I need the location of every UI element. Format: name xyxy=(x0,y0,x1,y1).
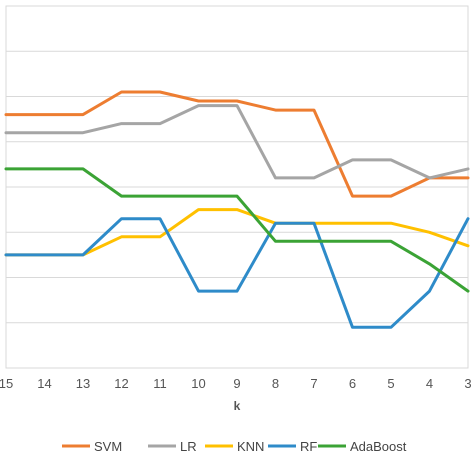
series-line-rf xyxy=(4,217,470,329)
legend-label-rf: RF xyxy=(300,439,317,454)
x-tick-label: 13 xyxy=(76,376,90,391)
x-tick-label: 14 xyxy=(37,376,51,391)
series-line-svm xyxy=(4,90,470,198)
series-line-lr xyxy=(4,104,470,180)
legend: SVM LR KNN RF AdaBoost xyxy=(62,439,407,454)
x-tick-label: 10 xyxy=(191,376,205,391)
x-tick-label: 12 xyxy=(114,376,128,391)
x-tick-label: 15 xyxy=(0,376,13,391)
legend-label-knn: KNN xyxy=(237,439,264,454)
x-tick-label: 8 xyxy=(272,376,279,391)
series-lines xyxy=(4,90,470,329)
x-tick-label: 3 xyxy=(464,376,471,391)
x-axis-ticks: 15 14 13 12 11 10 9 8 7 6 5 4 3 xyxy=(0,376,472,391)
legend-label-svm: SVM xyxy=(94,439,122,454)
legend-label-lr: LR xyxy=(180,439,197,454)
x-tick-label: 4 xyxy=(426,376,433,391)
x-tick-label: 7 xyxy=(310,376,317,391)
grid xyxy=(5,5,469,369)
x-tick-label: 11 xyxy=(153,376,167,391)
x-tick-label: 9 xyxy=(233,376,240,391)
x-axis-title: k xyxy=(234,399,241,413)
x-tick-label: 6 xyxy=(349,376,356,391)
series-line-adaboost xyxy=(4,167,470,293)
x-tick-label: 5 xyxy=(387,376,394,391)
legend-label-adaboost: AdaBoost xyxy=(350,439,407,454)
